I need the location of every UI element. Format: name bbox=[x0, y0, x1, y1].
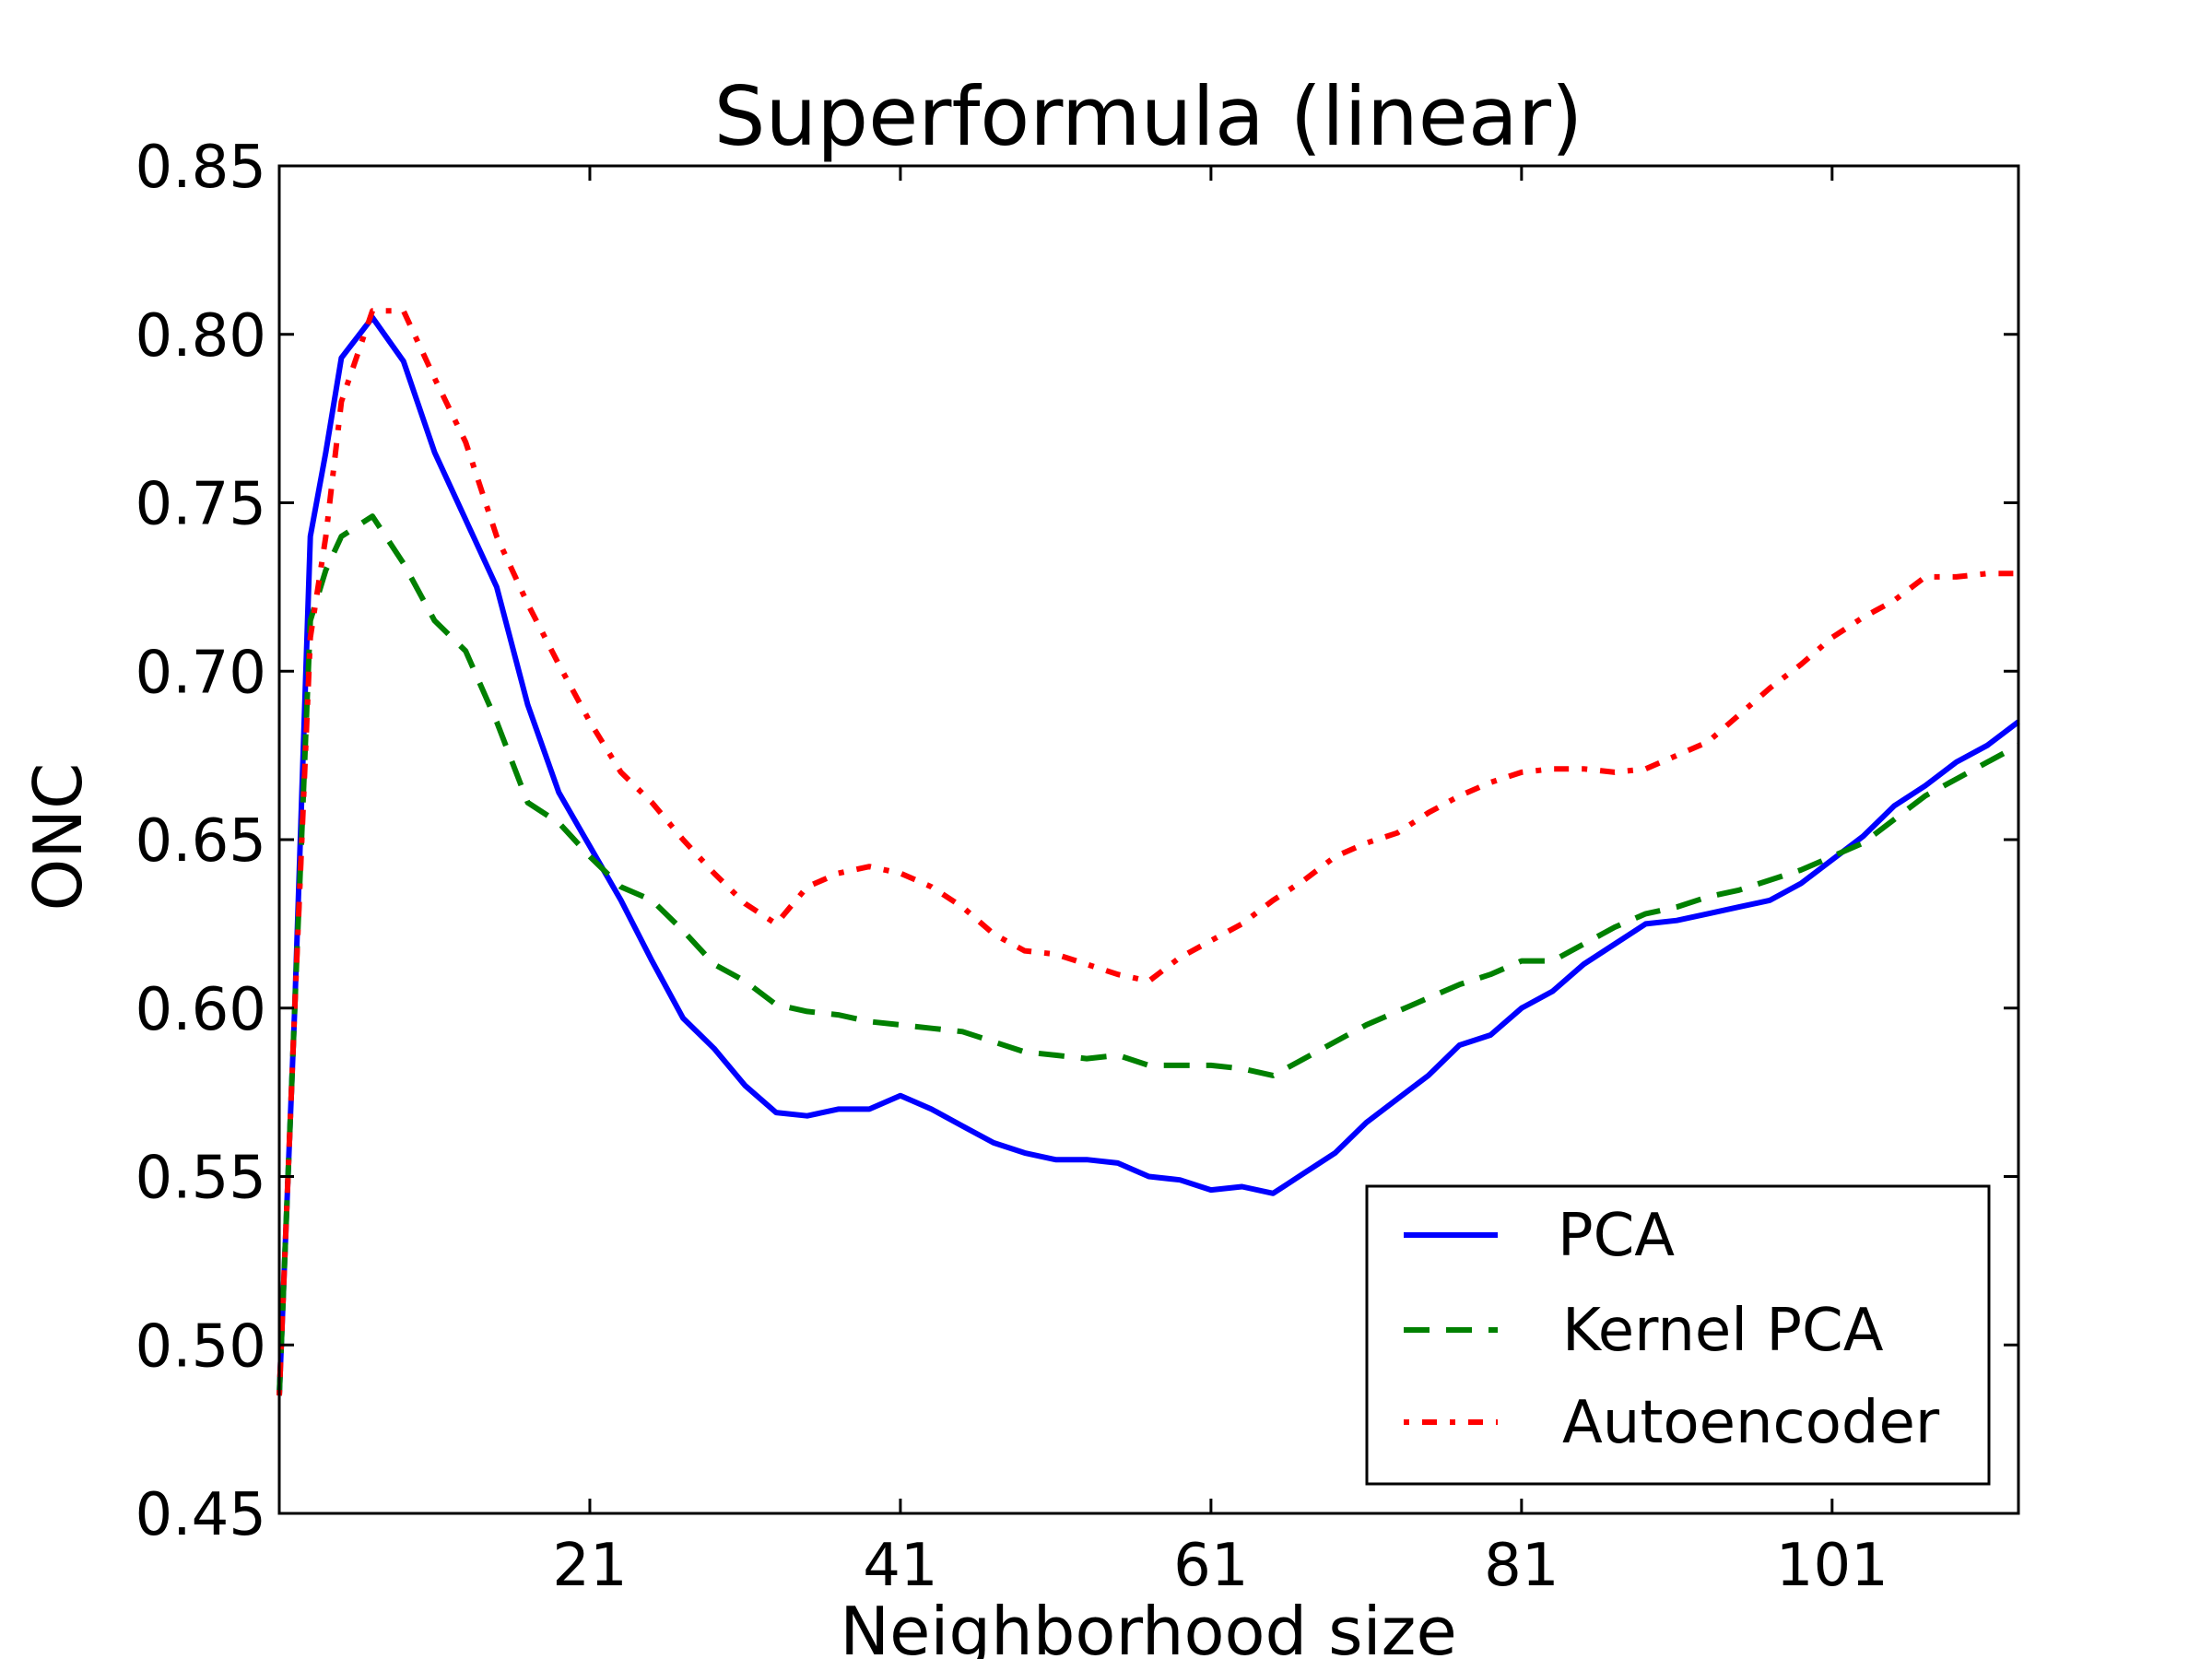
legend-label-pca: PCA bbox=[1558, 1202, 1675, 1270]
y-tick-label: 0.60 bbox=[135, 976, 267, 1044]
chart-title: Superformula (linear) bbox=[714, 69, 1583, 164]
y-tick-label: 0.80 bbox=[135, 302, 267, 371]
plot-area-frame bbox=[277, 164, 2020, 1515]
y-axis-label: ONC bbox=[19, 763, 97, 912]
legend-label-autoencoder: Autoencoder bbox=[1562, 1389, 1940, 1457]
y-tick-label: 0.75 bbox=[135, 471, 267, 539]
y-tick-label: 0.55 bbox=[135, 1145, 267, 1213]
series-line-kernel-pca bbox=[276, 513, 2020, 1396]
y-tick-label: 0.50 bbox=[135, 1312, 267, 1381]
series-line-pca bbox=[276, 314, 2020, 1396]
x-tick-label: 61 bbox=[1173, 1532, 1248, 1600]
y-tick-label: 0.70 bbox=[135, 639, 267, 707]
tick-layer: 21 41 61 81 101 0.45 0.50 0.55 0.60 0.65 0.70 0.75 0… bbox=[135, 134, 2018, 1600]
y-tick-label: 0.65 bbox=[135, 807, 267, 876]
x-axis-label: Neighborhood size bbox=[840, 1593, 1457, 1659]
x-tick-label: 81 bbox=[1484, 1532, 1559, 1600]
series-layer bbox=[276, 308, 2020, 1396]
y-tick-label: 0.45 bbox=[135, 1481, 267, 1549]
legend: PCA Kernel PCA Autoencoder bbox=[1365, 1184, 1991, 1486]
legend-label-kernel-pca: Kernel PCA bbox=[1562, 1297, 1884, 1365]
x-tick-label: 101 bbox=[1776, 1532, 1888, 1600]
x-tick-label: 21 bbox=[552, 1532, 627, 1600]
y-tick-label: 0.85 bbox=[135, 134, 267, 202]
x-tick-label: 41 bbox=[863, 1532, 937, 1600]
series-line-autoencoder bbox=[276, 308, 2018, 1396]
